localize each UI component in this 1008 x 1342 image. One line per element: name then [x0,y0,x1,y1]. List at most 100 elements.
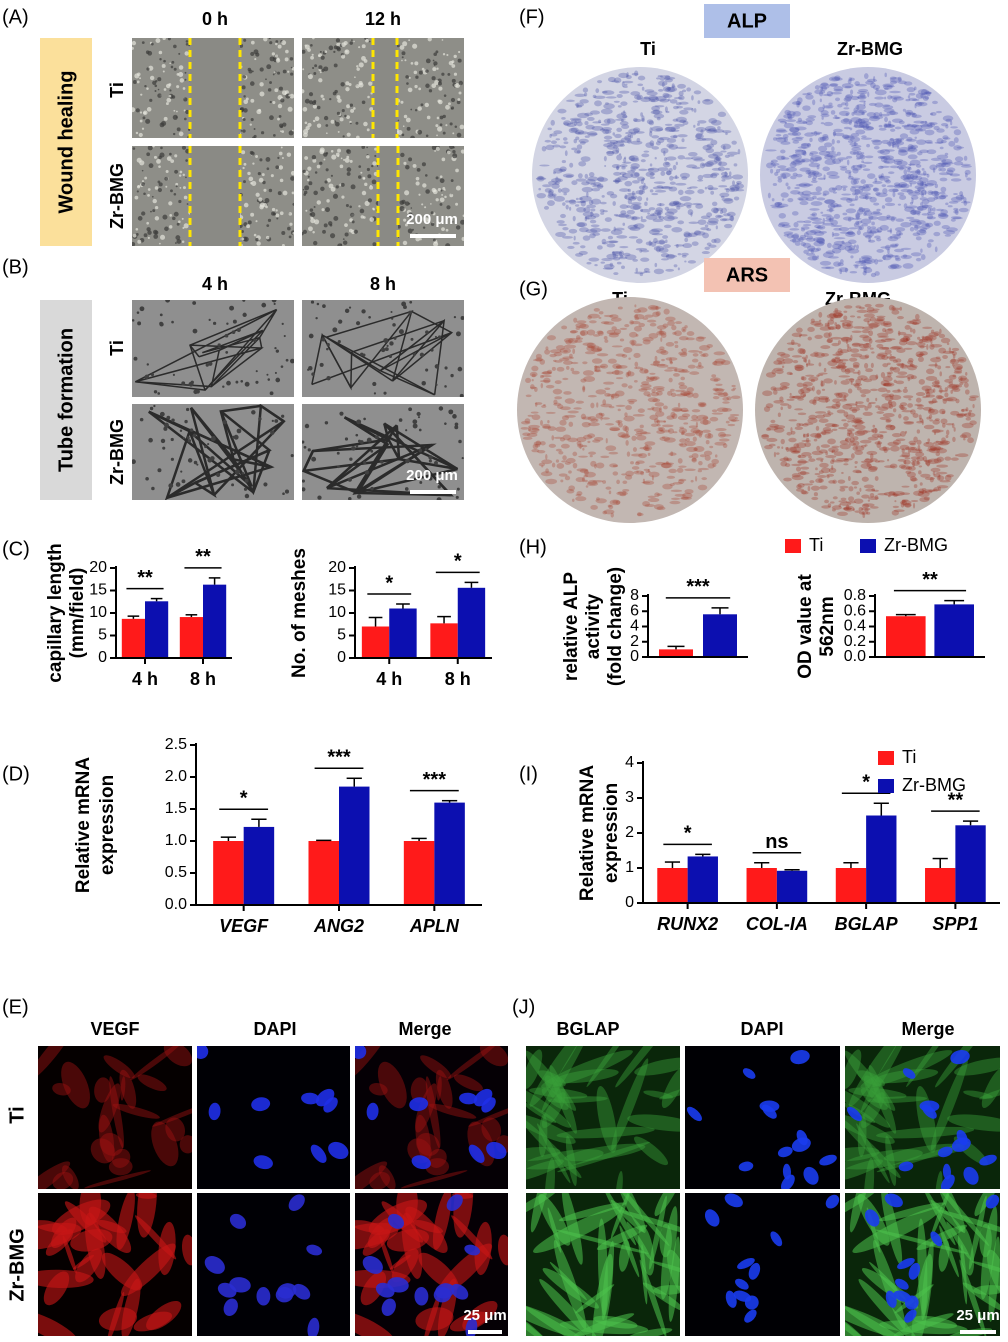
cell [404,59,407,62]
stain [682,492,693,499]
signal [557,1141,650,1173]
stain [854,461,858,464]
stain [914,103,917,109]
cell [163,116,168,121]
stain [549,353,557,358]
stain [624,426,630,432]
stain [807,485,811,492]
signal [436,1076,442,1101]
cell [427,219,430,222]
stain [644,369,649,374]
stain [659,436,671,442]
stain [624,194,628,199]
stain [702,98,714,105]
cell [386,344,389,347]
stain [701,163,713,167]
stain [803,232,809,238]
stain [636,435,647,441]
stain [889,393,895,398]
stain [910,446,918,451]
cell [437,126,443,132]
stain [868,330,874,337]
stain [927,438,931,443]
stain [588,199,594,206]
stain [630,166,639,170]
stain [725,132,728,136]
cell [320,55,325,60]
stain [666,366,678,370]
stain [721,218,731,221]
cell [441,157,446,162]
signal [686,1106,702,1122]
stain [643,182,646,188]
stain [874,235,881,239]
cell [278,165,284,170]
stain [839,319,851,323]
cell [441,39,444,41]
stain [883,382,895,387]
stain [908,92,916,96]
stain [600,228,611,232]
stain [937,365,942,370]
stain [603,314,614,318]
stain [829,217,832,223]
stain [619,254,624,259]
stain [561,325,568,330]
stain [811,221,824,225]
stain [576,150,581,154]
stain [925,459,931,466]
stain [715,383,723,386]
scratch [378,146,398,246]
cell [312,38,315,40]
stain [919,197,928,201]
stain [545,384,555,389]
stain [714,388,724,393]
panel-label: (G) [519,278,548,300]
cell [368,315,371,319]
stain [831,342,840,347]
cell [132,107,136,113]
cell [142,116,146,120]
signal [94,1077,112,1103]
stain [606,240,618,244]
cell [261,173,265,177]
signal [541,1046,589,1112]
cell [165,170,169,174]
stain [781,198,785,201]
stain [560,406,571,411]
stain [715,428,727,432]
cell [302,479,305,483]
cell [307,166,312,171]
cell [216,472,221,478]
stain [632,216,641,220]
signal [451,1215,493,1260]
stain [864,194,869,200]
stain [872,308,880,311]
stain [565,204,569,210]
stain [782,176,788,179]
stain [596,497,600,501]
signal [881,1193,903,1265]
cell [363,177,366,180]
cell [457,98,461,101]
stain [775,369,784,375]
stain [666,415,675,420]
stain [637,75,646,81]
stain [685,438,691,442]
cell [185,176,187,179]
stain [647,407,655,411]
cell [450,179,454,183]
stain [832,232,840,237]
stain [663,420,667,423]
cell [222,419,228,425]
cell [262,180,266,185]
signal [277,1283,297,1299]
stain [955,454,958,457]
stain [815,237,825,244]
stain [616,166,619,171]
stain [648,471,660,478]
stain [711,238,717,244]
stain [654,156,657,160]
stain [862,270,867,276]
stain [584,112,594,117]
